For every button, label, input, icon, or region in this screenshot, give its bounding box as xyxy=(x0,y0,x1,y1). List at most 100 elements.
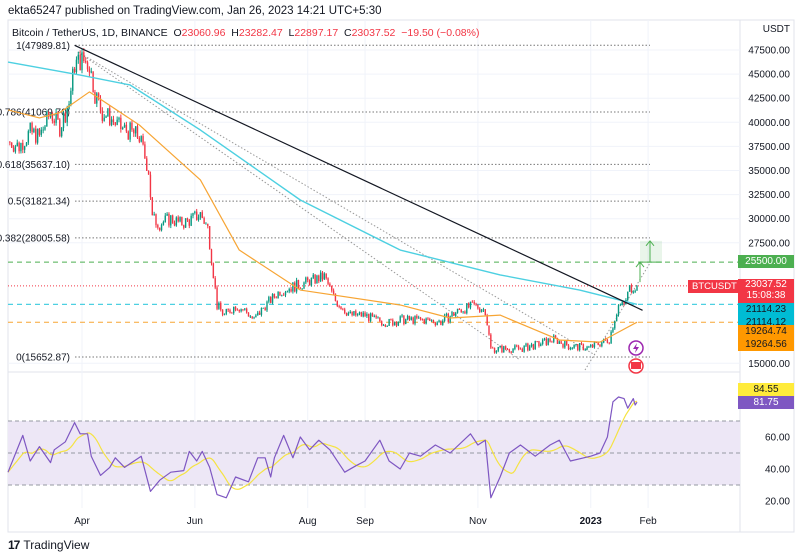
candle-body xyxy=(77,54,79,60)
candle-body xyxy=(516,345,518,347)
candle-body xyxy=(116,119,118,125)
candle-body xyxy=(85,60,87,63)
arrow-up-icon xyxy=(635,261,645,268)
candle-body xyxy=(97,93,100,99)
candle-body xyxy=(170,215,172,226)
candle-body xyxy=(201,212,203,219)
candle-body xyxy=(181,216,183,226)
candle-body xyxy=(501,345,503,353)
candle-body xyxy=(183,225,185,228)
candle-body xyxy=(73,68,76,73)
candle-body xyxy=(495,350,498,353)
candle-body xyxy=(366,314,368,317)
candle-body xyxy=(504,346,507,350)
candle-body xyxy=(23,146,26,150)
last-price-tag: 23037.52 15:08:38 xyxy=(738,279,794,303)
candle-body xyxy=(323,273,326,280)
ma50-tag-b: 19264.56 xyxy=(738,338,794,351)
candle-body xyxy=(529,346,531,351)
candle-body xyxy=(72,68,74,91)
candle-body xyxy=(184,218,187,228)
candle-body xyxy=(368,314,370,321)
candle-body xyxy=(586,346,588,350)
candle-body xyxy=(258,312,261,315)
candle-body xyxy=(18,142,20,152)
candle-body xyxy=(155,214,157,226)
candle-body xyxy=(75,59,78,73)
candle-body xyxy=(573,345,575,348)
candle-body xyxy=(384,325,387,327)
time-axis-label: Sep xyxy=(356,516,374,527)
bar-countdown: 15:08:38 xyxy=(746,290,786,301)
candle-body xyxy=(467,303,470,308)
price-axis-label: 35000.00 xyxy=(748,166,790,177)
candle-body xyxy=(14,146,17,152)
candle-body xyxy=(514,345,516,350)
candle-body xyxy=(525,343,527,346)
candle-body xyxy=(591,344,594,348)
candle-body xyxy=(615,314,618,322)
candle-body xyxy=(131,122,133,130)
candle-body xyxy=(349,311,351,314)
candle-body xyxy=(51,113,54,121)
candle-body xyxy=(268,297,270,302)
candle-body xyxy=(210,249,213,264)
candle-body xyxy=(560,341,562,344)
candle-body xyxy=(109,108,111,125)
candle-body xyxy=(299,288,301,289)
candle-body xyxy=(46,111,48,127)
candle-body xyxy=(31,122,33,133)
candle-body xyxy=(575,344,577,346)
rsi-axis-label: 20.00 xyxy=(765,497,790,508)
candle-body xyxy=(238,310,240,312)
candle-body xyxy=(62,112,65,128)
candle-body xyxy=(207,223,209,227)
candle-body xyxy=(405,319,407,324)
candle-body xyxy=(88,69,91,73)
symbol-name[interactable]: Bitcoin / TetherUS, 1D, BINANCE xyxy=(12,27,168,39)
candle-body xyxy=(105,116,107,118)
candle-body xyxy=(436,322,438,326)
candle-body xyxy=(279,291,281,296)
candle-body xyxy=(443,315,446,321)
tradingview-logo[interactable]: 17 TradingView xyxy=(8,538,89,552)
candle-body xyxy=(490,334,492,348)
candle-body xyxy=(144,144,146,159)
candle-body xyxy=(355,311,357,316)
candle-body xyxy=(530,344,533,347)
candle-body xyxy=(245,308,248,313)
candle-body xyxy=(423,319,425,324)
ohlc-legend: Bitcoin / TetherUS, 1D, BINANCE O23060.9… xyxy=(12,27,479,39)
candle-body xyxy=(273,293,276,298)
time-axis-label: Aug xyxy=(299,516,317,527)
candle-body xyxy=(223,313,226,315)
candle-body xyxy=(414,315,416,324)
candle-body xyxy=(142,136,144,145)
candle-body xyxy=(621,302,623,305)
candle-body xyxy=(319,272,322,282)
candle-body xyxy=(275,297,277,299)
candle-body xyxy=(159,227,161,231)
candle-body xyxy=(120,117,122,130)
candle-body xyxy=(112,119,115,123)
candle-body xyxy=(541,339,544,345)
open-label: O xyxy=(173,27,182,39)
price-axis-label: 30000.00 xyxy=(748,214,790,225)
candle-body xyxy=(612,328,614,332)
rsi-tag: 81.75 xyxy=(738,396,794,409)
lightning-glyph xyxy=(633,343,639,353)
candle-body xyxy=(29,122,31,132)
candle-body xyxy=(421,319,424,320)
candle-body xyxy=(92,71,94,93)
low-value: 22897.17 xyxy=(294,27,339,39)
candle-body xyxy=(325,273,327,279)
candle-body xyxy=(96,93,98,104)
trendline xyxy=(74,44,643,311)
candle-body xyxy=(44,126,46,130)
rsi-line xyxy=(7,396,638,499)
candle-body xyxy=(321,272,324,280)
candle-body xyxy=(599,345,601,347)
candle-body xyxy=(234,306,237,310)
candle-body xyxy=(536,341,538,342)
